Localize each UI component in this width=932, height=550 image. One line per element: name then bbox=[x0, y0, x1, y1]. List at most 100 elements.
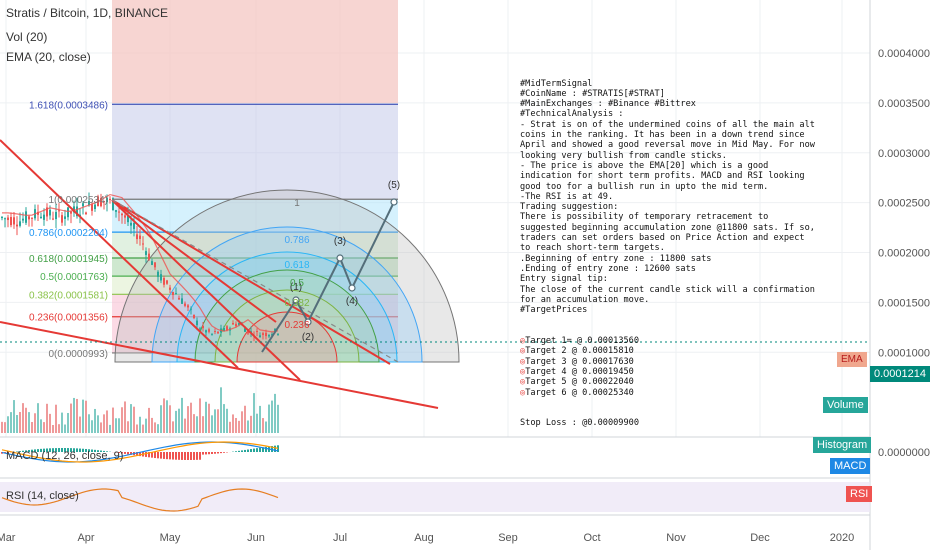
rsi-label[interactable]: RSI (14, close) bbox=[6, 490, 79, 502]
macd-histogram-bar bbox=[91, 449, 93, 452]
trendline-fan-2 bbox=[111, 199, 391, 365]
candle-body bbox=[205, 330, 207, 333]
idea-text: #MidTermSignal #CoinName : #STRATIS[#STR… bbox=[520, 58, 820, 439]
volume-bar bbox=[28, 412, 30, 433]
macd-histogram-bar bbox=[76, 448, 78, 452]
volume-bar bbox=[190, 402, 192, 433]
candle-body bbox=[172, 292, 174, 295]
volume-bar bbox=[103, 414, 105, 433]
volume-bar bbox=[130, 404, 132, 433]
macd-histogram-bar bbox=[64, 448, 66, 452]
price-tick-label: 0.0002500 bbox=[878, 198, 930, 210]
stop-loss: Stop Loss : @0.00009900 bbox=[520, 418, 639, 429]
candle-body bbox=[235, 323, 237, 327]
volume-bar bbox=[85, 400, 87, 433]
volume-bar bbox=[43, 422, 45, 433]
volume-bar bbox=[220, 387, 222, 433]
macd-histogram-bar bbox=[52, 448, 54, 452]
candle-body bbox=[73, 206, 75, 213]
fib-level-label: 0.786(0.0002204) bbox=[29, 228, 108, 239]
candle-body bbox=[130, 222, 132, 226]
histogram-tag: Histogram bbox=[813, 437, 872, 453]
wave-point bbox=[390, 198, 398, 206]
macd-histogram-bar bbox=[67, 448, 69, 452]
macd-histogram-bar bbox=[118, 452, 120, 454]
fib-extension-zone bbox=[112, 0, 398, 103]
wave-projection bbox=[261, 201, 395, 353]
macd-histogram-bar bbox=[106, 451, 108, 452]
ema-indicator-label[interactable]: EMA (20, close) bbox=[6, 50, 91, 64]
candle-body bbox=[268, 334, 270, 337]
volume-bar bbox=[82, 399, 84, 433]
macd-histogram-bar bbox=[205, 452, 207, 455]
target-list: ◎Target 1= @ 0.00013560 ◎Target 2 @ 0.000… bbox=[520, 336, 820, 398]
volume-bar bbox=[4, 422, 6, 433]
volume-bar bbox=[127, 421, 129, 433]
macd-histogram-bar bbox=[250, 449, 252, 452]
candle-body bbox=[16, 224, 18, 227]
candle-body bbox=[64, 216, 66, 219]
candle-body bbox=[46, 207, 48, 217]
volume-bar bbox=[34, 413, 36, 433]
vol-indicator-label[interactable]: Vol (20) bbox=[6, 30, 48, 44]
volume-bar bbox=[247, 420, 249, 433]
target-text: Target 4 @ 0.00019450 bbox=[525, 366, 634, 377]
time-tick-label: Apr bbox=[77, 532, 94, 544]
volume-bar bbox=[208, 403, 210, 433]
volume-bar bbox=[205, 401, 207, 433]
axis-pane bbox=[870, 0, 932, 550]
candle-body bbox=[169, 287, 171, 290]
volume-bar bbox=[19, 411, 21, 433]
macd-histogram-bar bbox=[145, 452, 147, 457]
candle-body bbox=[148, 253, 150, 260]
candle-body bbox=[181, 298, 183, 304]
macd-histogram-bar bbox=[121, 452, 123, 454]
time-tick-label: Mar bbox=[0, 532, 16, 544]
candle-body bbox=[85, 212, 87, 215]
wave-label: (1) bbox=[290, 282, 302, 293]
volume-bar bbox=[175, 410, 177, 433]
time-tick-label: Aug bbox=[414, 532, 434, 544]
candle-body bbox=[259, 335, 261, 338]
macd-histogram-bar bbox=[166, 452, 168, 460]
target-text: Target 2 @ 0.00015810 bbox=[525, 346, 634, 357]
macd-histogram-bar bbox=[247, 449, 249, 452]
candle-body bbox=[40, 216, 42, 219]
candle-body bbox=[142, 243, 144, 245]
volume-bar bbox=[196, 416, 198, 433]
volume-bar bbox=[271, 400, 273, 433]
candle-body bbox=[244, 328, 246, 332]
macd-histogram-bar bbox=[238, 450, 240, 452]
macd-histogram-bar bbox=[181, 452, 183, 460]
current-price-tag: 0.0001214 bbox=[870, 366, 930, 382]
macd-histogram-bar bbox=[73, 448, 75, 452]
volume-bar bbox=[91, 420, 93, 433]
volume-bar bbox=[142, 424, 144, 433]
candle-body bbox=[154, 262, 156, 268]
target-item: ◎Target 3 @ 0.00017630 bbox=[520, 357, 820, 367]
volume-bar bbox=[55, 404, 57, 433]
wave-point bbox=[336, 254, 344, 262]
volume-bar bbox=[76, 398, 78, 433]
target-text: Target 3 @ 0.00017630 bbox=[525, 356, 634, 367]
wave-label: (4) bbox=[346, 296, 358, 307]
macd-histogram-bar bbox=[262, 447, 264, 452]
time-tick-label: Jul bbox=[333, 532, 347, 544]
volume-bar bbox=[235, 417, 237, 433]
candle-body bbox=[124, 215, 126, 218]
target-item: ◎Target 6 @ 0.00025340 bbox=[520, 388, 820, 398]
macd-histogram-bar bbox=[88, 449, 90, 452]
macd-histogram-bar bbox=[241, 450, 243, 452]
volume-bar bbox=[241, 411, 243, 433]
macd-label[interactable]: MACD (12, 26, close, 9) bbox=[6, 450, 124, 462]
volume-bar bbox=[124, 401, 126, 433]
time-tick-label: Nov bbox=[666, 532, 686, 544]
time-tick-label: 2020 bbox=[830, 532, 854, 544]
candle-body bbox=[4, 218, 6, 220]
target-icon: ◎ bbox=[520, 356, 526, 367]
candle-body bbox=[88, 201, 90, 206]
macd-histogram-bar bbox=[127, 452, 129, 455]
wave-point bbox=[304, 318, 312, 326]
fib-band bbox=[112, 104, 398, 200]
